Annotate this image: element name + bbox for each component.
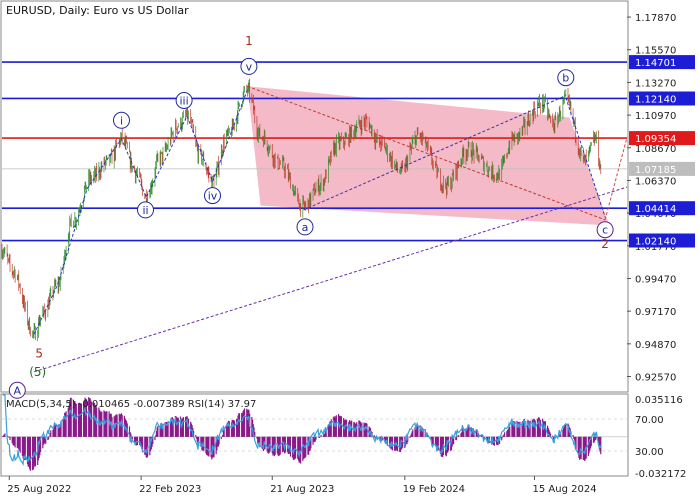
- wave-label-text-8: c: [602, 224, 608, 237]
- price-tick-label-10: 0.94870: [635, 340, 676, 351]
- macd-rsi-indicator: [2, 394, 627, 471]
- rsi-line: [2, 394, 602, 467]
- wave-label-text-4: v: [246, 60, 253, 73]
- wave-label-ring-12: [8, 381, 26, 399]
- indicator-tick-label-0: 0.035116: [635, 395, 683, 406]
- wave-label-ring-8: [596, 221, 614, 239]
- wave-label-text-1: ii: [142, 204, 148, 217]
- price-tick-label-11: 0.92570: [635, 373, 676, 384]
- wave-label-7: b: [557, 69, 575, 87]
- wave-label-3: iv: [204, 187, 221, 205]
- price-axis: 1.17870 1.15570 1.13270 1.10970 1.08670 1.063…: [627, 13, 695, 384]
- wave-label-12: A: [8, 381, 26, 399]
- indicator-axis: 0.035116 70.00 30.00 -0.032172: [635, 395, 686, 480]
- current-price-label: 1.07185: [635, 165, 676, 176]
- indicator-tick-label-1: 70.00: [635, 415, 664, 426]
- wave-label-text-5: 1: [245, 34, 253, 48]
- level-badge-4: [629, 233, 695, 248]
- time-tick-label-1: 22 Feb 2023: [139, 484, 201, 495]
- trend-line-0: [33, 186, 628, 373]
- level-badge-1: [629, 91, 695, 106]
- wave-label-9: 2: [601, 237, 609, 251]
- trend-lines: [33, 85, 628, 373]
- price-tick-label-1: 1.15570: [635, 46, 676, 57]
- level-badge-label-1: 1.12140: [635, 95, 676, 106]
- level-badge-3: [629, 201, 695, 216]
- wave-label-4: v: [240, 57, 258, 75]
- time-tick-label-2: 21 Aug 2023: [270, 484, 334, 495]
- wave-label-text-10: 5: [35, 346, 43, 360]
- wave-path-1: [565, 97, 606, 218]
- wave-label-ring-0: [113, 111, 130, 129]
- wave-label-text-3: iv: [208, 190, 218, 203]
- wave-label-ring-7: [557, 69, 575, 87]
- price-candles: [1, 78, 602, 342]
- wave-label-text-12: A: [14, 384, 22, 397]
- wave-label-text-7: b: [562, 72, 569, 85]
- wave-label-8: c: [596, 221, 614, 239]
- level-badge-label-3: 1.04414: [635, 204, 676, 215]
- time-tick-label-0: 25 Aug 2022: [7, 484, 71, 495]
- indicator-panel-frame: [0, 393, 629, 477]
- wave-label-ring-2: [175, 92, 193, 109]
- wave-path-0: [33, 89, 248, 335]
- price-tick-label-9: 0.97170: [635, 307, 676, 318]
- wave-label-ring-4: [240, 57, 258, 75]
- time-tick-label-3: 19 Feb 2024: [403, 484, 465, 495]
- wave-label-text-0: i: [120, 114, 123, 127]
- wave-label-text-2: iii: [180, 95, 189, 108]
- wave-label-5: 1: [245, 34, 253, 48]
- level-badge-label-0: 1.14701: [635, 58, 676, 69]
- current-price-badge: [629, 161, 695, 176]
- horizontal-levels: [2, 61, 627, 242]
- price-tick-label-2: 1.13270: [635, 78, 676, 89]
- wave-label-ring-6: [296, 218, 314, 236]
- price-tick-label-0: 1.17870: [635, 13, 676, 24]
- trend-line-3: [604, 137, 628, 220]
- indicator-tick-label-2: 30.00: [635, 447, 664, 458]
- price-tick-label-8: 0.99470: [635, 275, 676, 286]
- wave-label-ring-1: [137, 201, 154, 219]
- indicator-label: MACD(5,34,5) -0.010465 -0.007389 RSI(14)…: [6, 399, 256, 410]
- chart-title: EURUSD, Daily: Euro vs US Dollar: [6, 4, 189, 17]
- wave-label-2: iii: [175, 92, 193, 109]
- time-tick-label-4: 15 Aug 2024: [533, 484, 597, 495]
- trend-line-2: [247, 85, 606, 221]
- wave-label-0: i: [113, 111, 130, 129]
- wave-label-text-11: (5): [29, 365, 46, 379]
- level-badge-label-2: 1.09354: [635, 134, 676, 145]
- wave-label-6: a: [296, 218, 314, 236]
- level-badge-label-4: 1.02140: [635, 237, 676, 248]
- wave-label-text-9: 2: [601, 237, 609, 251]
- wave-label-ring-3: [204, 187, 221, 205]
- price-tick-label-5: 1.06370: [635, 176, 676, 187]
- price-tick-label-4: 1.08670: [635, 144, 676, 155]
- time-axis: 25 Aug 2022 22 Feb 2023 21 Aug 2023 19 Feb …: [7, 476, 597, 495]
- trend-line-1: [303, 95, 565, 211]
- wave-label-11: (5): [29, 365, 46, 379]
- wave-label-1: ii: [137, 201, 154, 219]
- level-badge-2: [629, 131, 695, 146]
- level-badge-0: [629, 55, 695, 70]
- price-tick-label-3: 1.10970: [635, 111, 676, 122]
- price-panel-frame: [0, 0, 629, 393]
- indicator-tick-label-3: -0.032172: [635, 469, 686, 480]
- wave-label-text-6: a: [302, 221, 309, 234]
- wave-label-10: 5: [35, 346, 43, 360]
